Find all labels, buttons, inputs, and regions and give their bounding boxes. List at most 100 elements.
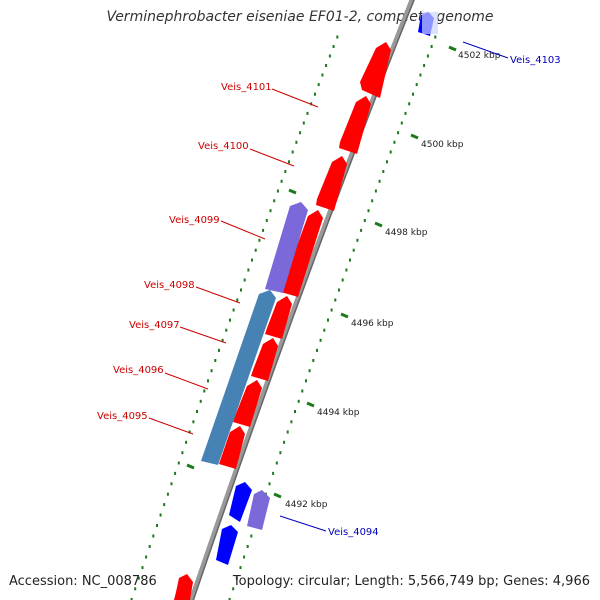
tick-dot: [338, 288, 340, 292]
scale-tick: [410, 133, 419, 140]
tick-dot: [321, 73, 324, 77]
tick-dot: [218, 348, 220, 352]
tick-dot: [310, 102, 313, 106]
scale-label-4498: 4498 kbp: [385, 228, 428, 238]
cds-arrow-reverse[interactable]: [201, 290, 276, 465]
tick-dot: [352, 248, 355, 252]
tick-dot: [159, 513, 162, 517]
tick-dot: [177, 461, 180, 465]
scale-labels: 4502 kbp 4500 kbp 4498 kbp 4496 kbp 4494…: [285, 51, 501, 510]
gene-label-veis-4101[interactable]: Veis_4101: [221, 82, 272, 93]
cds-arrow-reverse[interactable]: [216, 525, 238, 565]
cds-arrow-reverse[interactable]: [229, 482, 252, 522]
tick-dot: [272, 471, 275, 475]
tick-dot: [327, 318, 329, 322]
tick-dot: [141, 566, 144, 570]
gene-label-veis-4096[interactable]: Veis_4096: [113, 365, 164, 376]
tick-dot: [430, 45, 433, 48]
scale-tick: [186, 463, 195, 470]
cds-arrow-forward[interactable]: [360, 42, 391, 98]
scale-tick: [374, 221, 383, 228]
label-leaders: [148, 41, 509, 532]
tick-dot: [325, 64, 328, 67]
cds-arrow-forward[interactable]: [174, 574, 193, 600]
tick-dot: [251, 258, 253, 262]
tick-dot: [371, 199, 374, 203]
gene-label-veis-4098[interactable]: Veis_4098: [144, 280, 195, 291]
leader-line: [164, 372, 209, 390]
tick-dot: [243, 278, 246, 282]
tick-dot: [163, 503, 166, 507]
tick-dot: [228, 597, 231, 600]
tick-dot: [235, 576, 238, 580]
cds-arrow-reverse[interactable]: [247, 490, 270, 530]
tick-dot: [323, 328, 326, 332]
map-title: Verminephrobacter eiseniae EF01-2, compl…: [106, 9, 494, 25]
tick-dot: [207, 379, 209, 383]
tick-dot: [345, 268, 348, 272]
tick-dot: [225, 328, 228, 332]
tick-dot: [286, 430, 289, 434]
tick-dot: [276, 189, 279, 193]
tick-dot: [317, 83, 320, 87]
tick-dot: [221, 338, 224, 342]
tick-dot: [199, 399, 202, 403]
tick-dot: [316, 348, 318, 352]
tick-dot: [273, 199, 276, 203]
highlight-box: [422, 12, 438, 34]
tick-dot: [374, 189, 377, 193]
accession-text: Accession: NC_008786: [9, 574, 157, 589]
gene-label-veis-4100[interactable]: Veis_4100: [198, 141, 249, 152]
scale-label-4500: 4500 kbp: [421, 140, 464, 150]
tick-dot: [404, 111, 407, 115]
gene-label-veis-4097[interactable]: Veis_4097: [129, 320, 180, 331]
gene-label-veis-4094[interactable]: Veis_4094: [328, 527, 379, 538]
scale-tick: [273, 492, 282, 499]
cds-arrow-reverse[interactable]: [265, 202, 308, 293]
tick-dot: [360, 228, 363, 232]
tick-dot: [330, 308, 333, 312]
tick-dot: [269, 209, 272, 213]
tick-dot: [294, 410, 296, 413]
inner-tick-track: [130, 35, 339, 600]
tick-dot: [166, 492, 169, 496]
scale-label-4492: 4492 kbp: [285, 500, 328, 510]
tick-dot: [275, 461, 278, 465]
tick-dot: [236, 298, 239, 302]
tick-dot: [363, 219, 366, 222]
tick-dot: [232, 308, 235, 312]
tick-dot: [356, 238, 359, 242]
tick-dot: [299, 131, 302, 135]
gene-label-veis-4095[interactable]: Veis_4095: [97, 411, 148, 422]
cds-arrow-forward[interactable]: [251, 338, 278, 381]
tick-dot: [291, 150, 294, 154]
tick-dot: [246, 545, 249, 548]
tick-dot: [240, 288, 242, 292]
gene-label-veis-4103[interactable]: Veis_4103: [510, 55, 561, 66]
tick-dot: [336, 35, 339, 39]
cds-arrow-forward[interactable]: [219, 426, 245, 469]
gene-label-veis-4099[interactable]: Veis_4099: [169, 215, 220, 226]
leader-line: [462, 41, 509, 59]
tick-dot: [412, 92, 414, 96]
tick-dot: [148, 545, 151, 548]
leader-line: [179, 326, 227, 344]
tick-dot: [279, 451, 282, 455]
tick-dot: [203, 389, 206, 393]
cds-arrow-forward[interactable]: [233, 380, 262, 427]
tick-dot: [290, 420, 293, 424]
tick-dot: [423, 64, 426, 67]
cds-arrow-forward[interactable]: [339, 96, 371, 154]
tick-dot: [393, 140, 396, 144]
cds-arrow-forward[interactable]: [281, 210, 323, 297]
tick-dot: [152, 534, 155, 538]
cds-arrow-forward[interactable]: [316, 156, 347, 211]
tick-dot: [214, 359, 217, 362]
cds-arrow-forward[interactable]: [265, 296, 292, 339]
scale-tick: [340, 312, 349, 319]
tick-dot: [397, 131, 400, 135]
scale-label-4494: 4494 kbp: [317, 408, 360, 418]
leader-line: [148, 417, 194, 435]
tick-dot: [386, 160, 388, 164]
scale-tick: [448, 45, 457, 52]
